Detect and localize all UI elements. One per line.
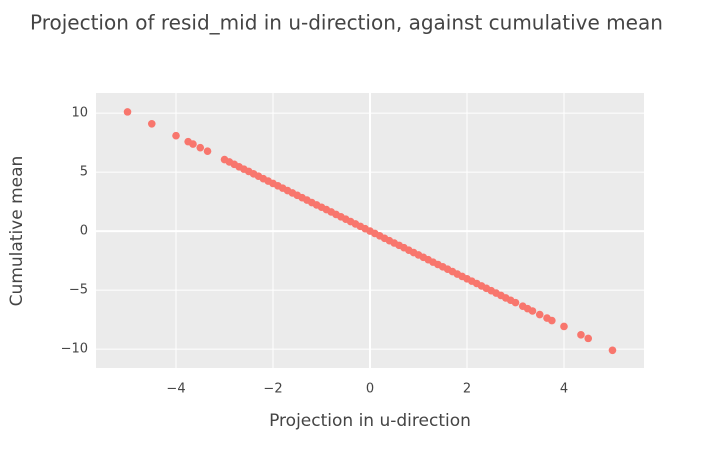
y-tick-label: 0 [80,224,88,239]
point [535,310,544,319]
y-tick-label: −5 [69,283,88,298]
point [189,140,197,148]
point [577,331,585,339]
y-tick-label: 10 [71,106,88,121]
point [528,307,537,315]
x-tick-label: 2 [463,382,471,397]
x-tick-label: −4 [166,382,185,397]
point [608,346,617,355]
point [123,108,132,116]
x-tick-label: 4 [560,382,568,397]
point [147,120,156,128]
point [548,316,556,325]
point [560,322,568,331]
point [584,334,593,343]
y-axis-title: Cumulative mean [7,156,27,307]
x-tick-label: 0 [366,382,374,397]
y-tick-label: −10 [61,342,88,357]
x-axis-title: Projection in u-direction [269,411,471,431]
point [172,131,180,140]
point [511,298,520,307]
x-tick-label: −2 [263,382,282,397]
point [196,143,205,152]
point [203,147,212,155]
y-tick-label: 5 [80,165,88,180]
chart-title: Projection of resid_mid in u-direction, … [30,11,663,35]
